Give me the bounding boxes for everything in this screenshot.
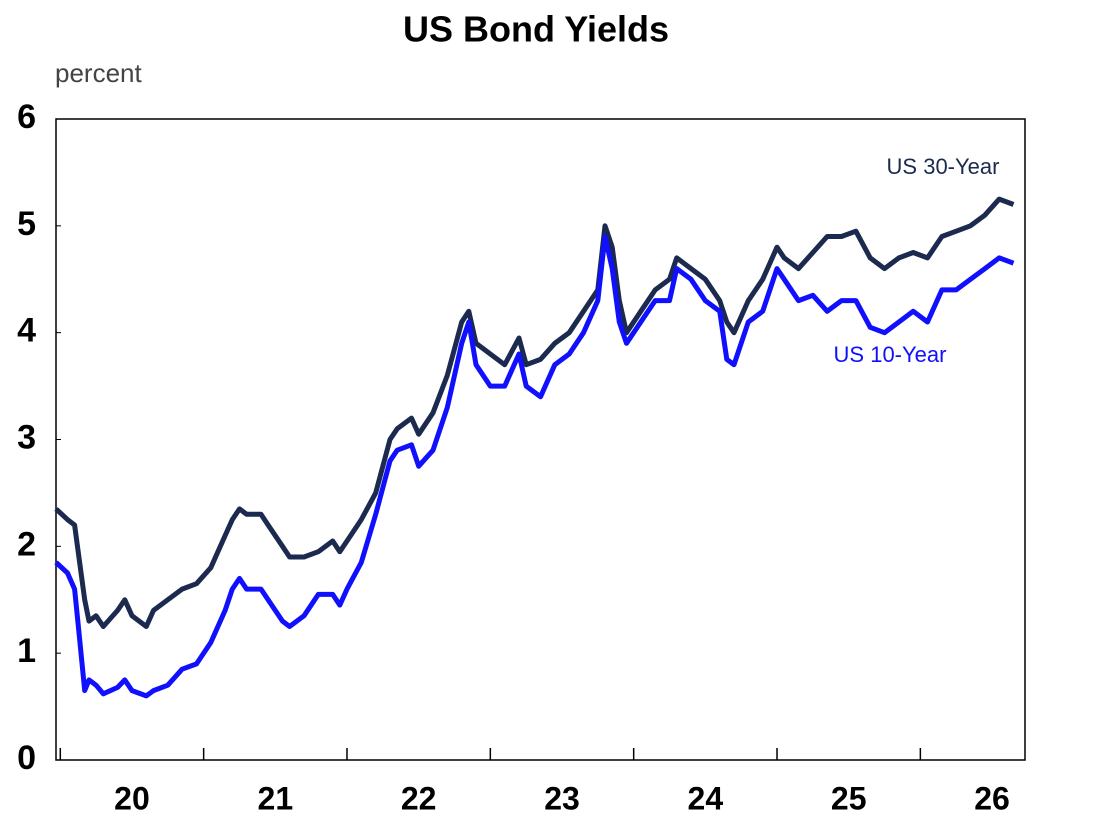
y-tick-label: 2 <box>17 525 36 563</box>
chart-title: US Bond Yields <box>403 9 669 50</box>
plot-frame <box>55 118 1026 761</box>
x-tick-label: 24 <box>688 780 724 816</box>
series-label: US 30-Year <box>887 154 1000 179</box>
x-tick-label: 25 <box>831 780 867 816</box>
series-line <box>54 196 1015 629</box>
x-tick-label: 21 <box>258 780 294 816</box>
y-tick-label: 6 <box>17 98 36 136</box>
y-tick-label: 1 <box>17 632 36 670</box>
series-line <box>54 234 1015 699</box>
y-axis-label: percent <box>55 58 142 88</box>
y-tick-label: 3 <box>17 418 36 456</box>
x-tick-label: 22 <box>401 780 437 816</box>
y-tick-label: 0 <box>17 739 36 777</box>
x-tick-label: 26 <box>974 780 1010 816</box>
series-label: US 10-Year <box>834 342 947 367</box>
x-tick-label: 23 <box>544 780 580 816</box>
y-tick-label: 4 <box>17 312 36 350</box>
y-tick-label: 5 <box>17 205 36 243</box>
x-tick-label: 20 <box>114 780 150 816</box>
